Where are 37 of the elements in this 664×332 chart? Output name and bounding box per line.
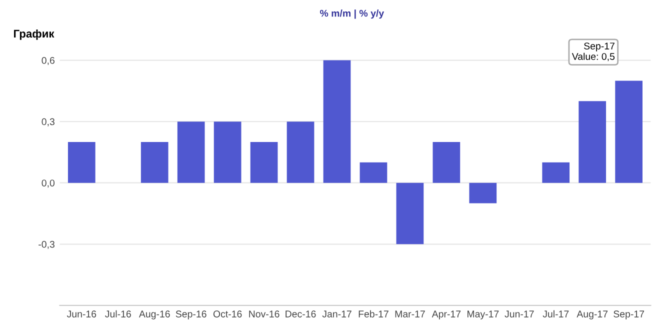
bar: [286, 122, 314, 183]
y-tick-label: 0,3: [42, 118, 54, 126]
bar: [360, 162, 388, 183]
x-tick-label: Aug-16: [138, 310, 170, 320]
x-tick-label: Oct-16: [213, 310, 242, 318]
x-tick-label: Jul-17: [542, 310, 569, 318]
x-tick-label: Jul-16: [105, 310, 131, 318]
chart-subtitle: % m/m | % y/y: [320, 10, 384, 19]
annotation: Sep-17 Value: 0,5: [572, 42, 615, 62]
x-tick-label: Sep-17: [614, 310, 644, 320]
bar: [323, 60, 351, 183]
bar: [542, 162, 570, 183]
bar: [68, 142, 96, 183]
x-tick-label: Mar-17: [395, 310, 425, 318]
x-tick-label: May-17: [468, 310, 499, 320]
bar: [140, 142, 168, 183]
x-tick-label: Aug-17: [576, 310, 608, 320]
bar: [214, 122, 242, 183]
y-tick-label: -0,3: [38, 240, 54, 249]
x-tick-label: Jun-17: [504, 310, 534, 318]
x-tick-label: Jan-17: [322, 310, 352, 318]
y-tick-label: 0,6: [42, 57, 54, 66]
bar: [469, 182, 497, 204]
x-tick-label: Apr-17: [432, 310, 461, 320]
bar: [250, 142, 278, 183]
x-tick-label: Nov-16: [249, 310, 280, 318]
bar: [578, 101, 606, 183]
x-tick-label: Dec-16: [286, 310, 316, 318]
x-tick-label: Feb-17: [358, 310, 388, 318]
chart-title: График: [14, 29, 54, 40]
bar: [615, 80, 643, 183]
bar: [432, 142, 460, 183]
x-tick-label: Jun-16: [66, 310, 96, 318]
bar: [177, 122, 205, 183]
x-tick-label: Sep-16: [176, 310, 206, 320]
y-tick-label: 0,0: [42, 180, 55, 188]
bar: [396, 182, 424, 244]
